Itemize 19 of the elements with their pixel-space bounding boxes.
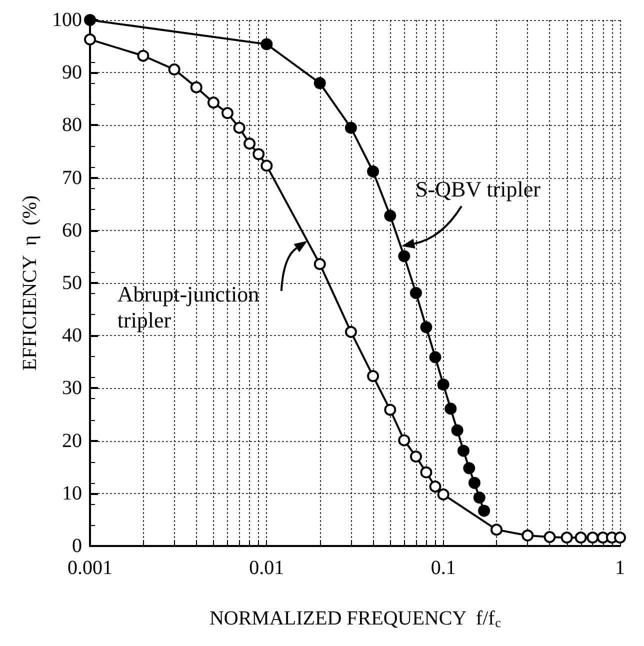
- y-tick-label: 70: [62, 166, 82, 189]
- x-axis-title: NORMALIZED FREQUENCY f/fc: [209, 608, 502, 630]
- x-tick-label: 0.001: [68, 557, 112, 579]
- annotation: Abrupt-junction tripler: [117, 281, 260, 332]
- y-tick-label: 100: [52, 9, 82, 31]
- y-tick-label: 80: [62, 114, 82, 136]
- y-tick-label: 0: [72, 535, 82, 557]
- y-tick-label: 90: [62, 62, 82, 84]
- y-axis-title: EFFICIENCY η (%): [19, 195, 41, 371]
- y-tick-label: 60: [62, 219, 82, 242]
- y-tick-label: 10: [62, 482, 82, 504]
- x-tick-label: 0.01: [249, 557, 284, 579]
- y-tick-label: 20: [62, 430, 82, 452]
- x-tick-label: 1: [615, 557, 625, 579]
- y-tick-label: 40: [62, 324, 82, 347]
- y-tick-label: 50: [62, 272, 82, 294]
- annotation: S-QBV tripler: [416, 176, 542, 202]
- x-tick-label: 0.1: [430, 557, 456, 579]
- y-tick-label: 30: [62, 377, 82, 400]
